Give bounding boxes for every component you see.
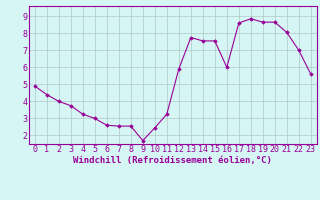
X-axis label: Windchill (Refroidissement éolien,°C): Windchill (Refroidissement éolien,°C) <box>73 156 272 165</box>
